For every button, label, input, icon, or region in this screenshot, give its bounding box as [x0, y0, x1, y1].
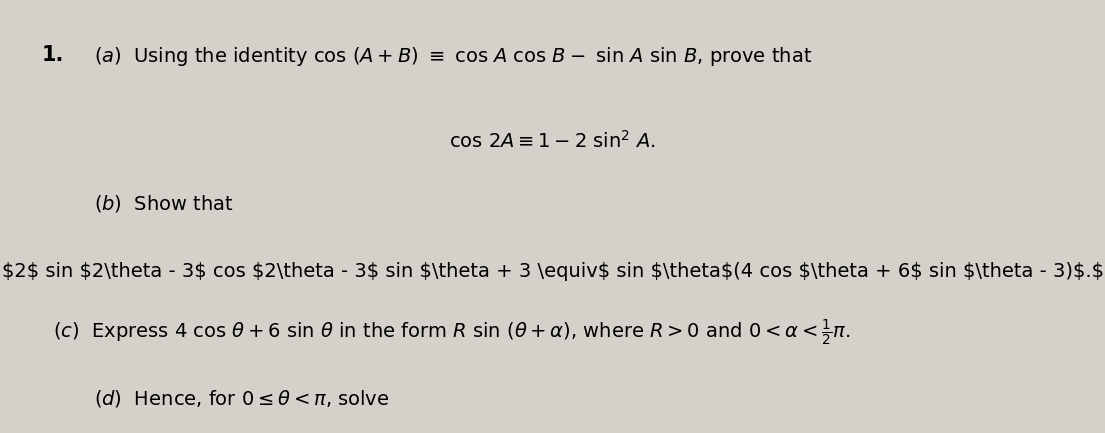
- Text: ($a$)  Using the identity cos ($A + B$) $\equiv$ cos $A$ cos $B -$ sin $A$ sin $: ($a$) Using the identity cos ($A + B$) $…: [94, 45, 812, 68]
- Text: cos $2A \equiv 1 - 2$ sin$^2$ $A$.: cos $2A \equiv 1 - 2$ sin$^2$ $A$.: [449, 130, 656, 152]
- Text: $2$ sin $2\theta - 3$ cos $2\theta - 3$ sin $\theta + 3 \equiv$ sin $\theta$(4 c: $2$ sin $2\theta - 3$ cos $2\theta - 3$ …: [1, 262, 1104, 281]
- Text: ($d$)  Hence, for $0 \leq \theta < \pi$, solve: ($d$) Hence, for $0 \leq \theta < \pi$, …: [94, 388, 389, 408]
- Text: 1.: 1.: [42, 45, 64, 65]
- Text: ($b$)  Show that: ($b$) Show that: [94, 193, 234, 213]
- Text: ($c$)  Express 4 cos $\theta + 6$ sin $\theta$ in the form $R$ sin $(\theta + \a: ($c$) Express 4 cos $\theta + 6$ sin $\t…: [53, 318, 851, 348]
